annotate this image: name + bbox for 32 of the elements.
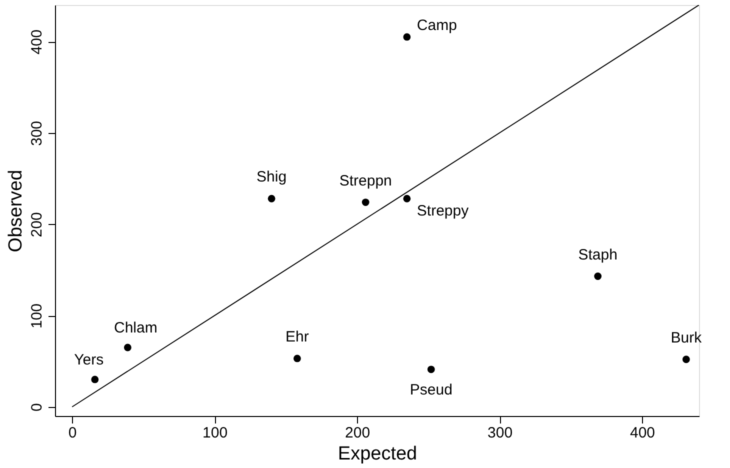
point <box>294 354 301 362</box>
x-tick-label: 100 <box>202 424 228 442</box>
annotation: Streppy <box>416 202 470 220</box>
annotation: Yers <box>74 351 104 368</box>
point <box>124 344 132 352</box>
x-tick-label: 0 <box>68 424 77 442</box>
x-tick-label: 400 <box>630 424 656 442</box>
y-tick-label: 0 <box>28 403 46 412</box>
x-tick-label: 300 <box>488 424 513 442</box>
annotation: Burk <box>670 329 702 346</box>
annotation: Streppn <box>339 172 392 190</box>
annotation: Ehr <box>286 328 309 346</box>
x-tick-label: 200 <box>345 424 370 442</box>
annotation: Shig <box>256 168 287 186</box>
y-tick-label: 400 <box>28 30 46 55</box>
y-axis-title: Observed <box>6 170 26 252</box>
annotation: Camp <box>416 16 457 34</box>
point <box>268 194 276 202</box>
point <box>91 376 99 384</box>
point <box>362 198 370 206</box>
y-tick-label: 100 <box>28 304 46 329</box>
point <box>403 33 411 41</box>
point <box>682 356 690 364</box>
y-tick-label: 300 <box>28 120 46 146</box>
point <box>403 194 411 202</box>
x-axis-title: Expected <box>338 444 418 464</box>
point <box>594 272 602 280</box>
annotation: Staph <box>578 246 618 264</box>
y-tick-label: 200 <box>28 212 46 238</box>
annotation: Pseud <box>410 381 452 398</box>
point <box>427 366 435 374</box>
annotation: Chlam <box>114 320 158 336</box>
